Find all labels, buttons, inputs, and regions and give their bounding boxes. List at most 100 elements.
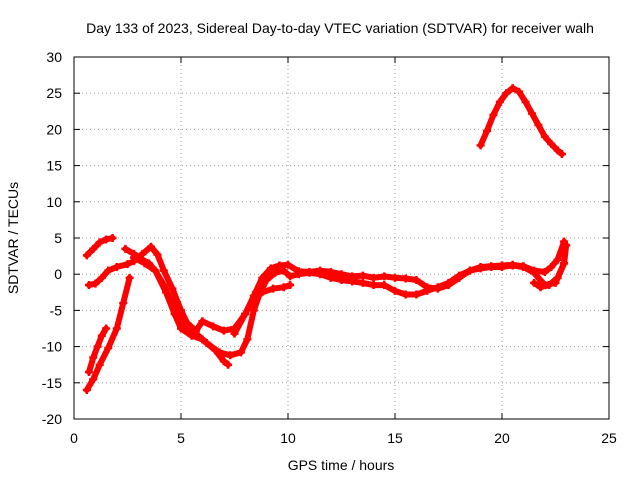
data-point bbox=[198, 335, 207, 344]
data-point bbox=[91, 279, 100, 288]
data-point bbox=[401, 274, 410, 283]
data-point bbox=[89, 375, 98, 384]
data-point bbox=[423, 286, 432, 295]
data-point bbox=[97, 331, 106, 340]
data-point bbox=[498, 262, 506, 271]
y-axis-label: SDTVAR / TECUs bbox=[5, 182, 21, 294]
data-point bbox=[82, 386, 91, 395]
data-point bbox=[93, 342, 102, 351]
data-point bbox=[508, 261, 517, 270]
data-point bbox=[455, 271, 464, 280]
data-point bbox=[147, 242, 156, 251]
data-point bbox=[326, 273, 335, 282]
data-point bbox=[369, 273, 378, 282]
data-point bbox=[391, 286, 399, 295]
series-arc-late-end bbox=[530, 241, 571, 292]
data-point bbox=[521, 97, 530, 106]
data-point bbox=[125, 273, 134, 282]
data-point bbox=[305, 268, 314, 277]
data-point bbox=[153, 250, 162, 259]
tick-layer: 0 5 10 15 20 25 -20 -15 -10 -5 0 5 10 15 20 25 30 bbox=[42, 49, 617, 446]
y-tick-label: 0 bbox=[54, 266, 62, 282]
data-point bbox=[476, 264, 485, 273]
data-point bbox=[316, 270, 325, 279]
data-point bbox=[262, 275, 271, 284]
series-arc-early-short bbox=[84, 324, 111, 376]
data-point bbox=[177, 324, 185, 333]
series-arc-main bbox=[84, 237, 569, 335]
data-point bbox=[547, 262, 556, 271]
data-point bbox=[553, 146, 562, 155]
data-point bbox=[236, 348, 245, 357]
y-tick-label: -10 bbox=[42, 339, 62, 355]
data-point bbox=[219, 326, 228, 335]
data-point bbox=[168, 284, 177, 293]
data-point bbox=[553, 255, 562, 264]
data-point bbox=[545, 281, 554, 290]
series-arc-early-top bbox=[82, 234, 117, 260]
grid-layer bbox=[74, 57, 609, 419]
y-tick-label: -20 bbox=[42, 411, 62, 427]
data-point bbox=[337, 275, 346, 284]
data-point bbox=[95, 238, 104, 247]
data-point bbox=[380, 281, 389, 290]
data-point bbox=[151, 266, 160, 275]
data-point bbox=[444, 278, 453, 287]
series-arc-early-steep bbox=[82, 273, 134, 395]
data-point bbox=[170, 310, 179, 319]
data-point bbox=[483, 126, 492, 135]
y-tick-label: 20 bbox=[46, 121, 62, 137]
data-point bbox=[530, 278, 539, 287]
data-point bbox=[284, 260, 292, 269]
data-point bbox=[279, 283, 288, 292]
series-arc-late-peak bbox=[476, 84, 566, 159]
data-point bbox=[358, 271, 367, 280]
data-point bbox=[108, 234, 117, 242]
data-point bbox=[97, 273, 106, 282]
x-tick-label: 20 bbox=[494, 430, 510, 446]
data-point bbox=[530, 268, 539, 277]
data-point bbox=[534, 121, 543, 130]
data-point bbox=[209, 322, 218, 331]
x-tick-label: 15 bbox=[387, 430, 403, 446]
x-tick-label: 10 bbox=[280, 430, 296, 446]
data-point bbox=[412, 290, 421, 299]
data-point bbox=[112, 324, 121, 333]
x-tick-label: 0 bbox=[70, 430, 78, 446]
data-point bbox=[540, 132, 549, 141]
data-point bbox=[162, 288, 171, 297]
data-point bbox=[433, 283, 442, 292]
series-line bbox=[83, 274, 133, 393]
x-tick-label: 5 bbox=[177, 430, 185, 446]
data-point bbox=[391, 273, 399, 282]
data-point bbox=[294, 270, 303, 279]
data-point bbox=[104, 266, 113, 275]
y-tick-label: -5 bbox=[50, 302, 63, 318]
data-point bbox=[465, 266, 474, 275]
data-point bbox=[560, 259, 569, 268]
data-point bbox=[519, 262, 528, 271]
data-point bbox=[123, 260, 132, 269]
data-point bbox=[224, 360, 233, 369]
data-point bbox=[243, 335, 252, 344]
data-point bbox=[102, 235, 111, 244]
data-point bbox=[140, 259, 149, 268]
data-point bbox=[112, 262, 121, 271]
data-point bbox=[104, 344, 113, 353]
data-point bbox=[271, 268, 280, 277]
data-point bbox=[502, 89, 511, 98]
data-point bbox=[121, 244, 130, 253]
data-point bbox=[279, 266, 288, 275]
data-point bbox=[286, 281, 295, 290]
data-point bbox=[241, 310, 250, 319]
data-point bbox=[84, 281, 93, 290]
data-point bbox=[540, 268, 549, 277]
data-point bbox=[358, 278, 367, 287]
data-point bbox=[275, 261, 284, 270]
data-point bbox=[249, 306, 258, 315]
series-layer bbox=[82, 84, 571, 395]
series-arc-mid-short bbox=[230, 281, 295, 338]
data-point bbox=[89, 244, 98, 253]
